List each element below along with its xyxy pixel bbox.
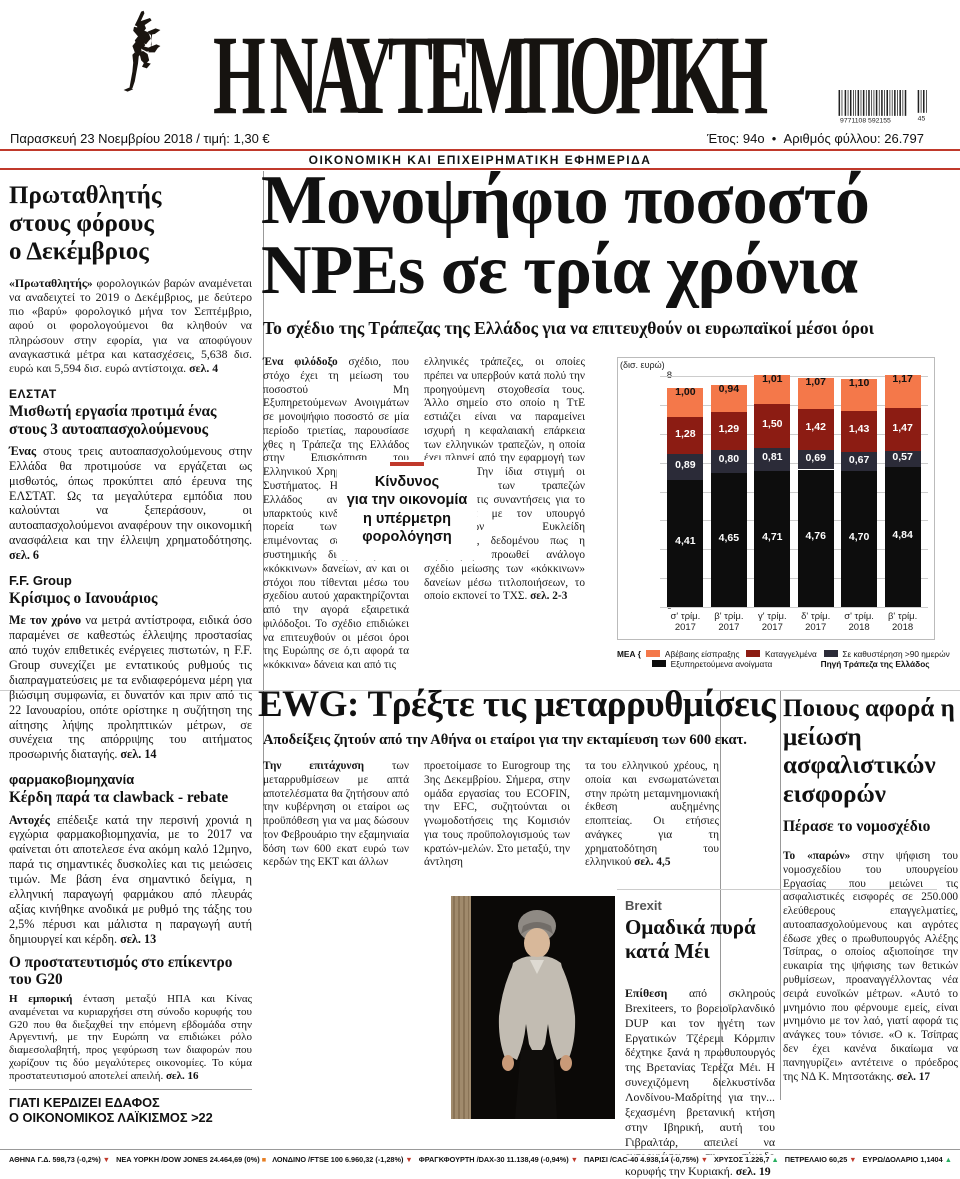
svg-text:9771108 592155: 9771108 592155 (840, 118, 891, 125)
svg-text:45: 45 (918, 115, 926, 122)
